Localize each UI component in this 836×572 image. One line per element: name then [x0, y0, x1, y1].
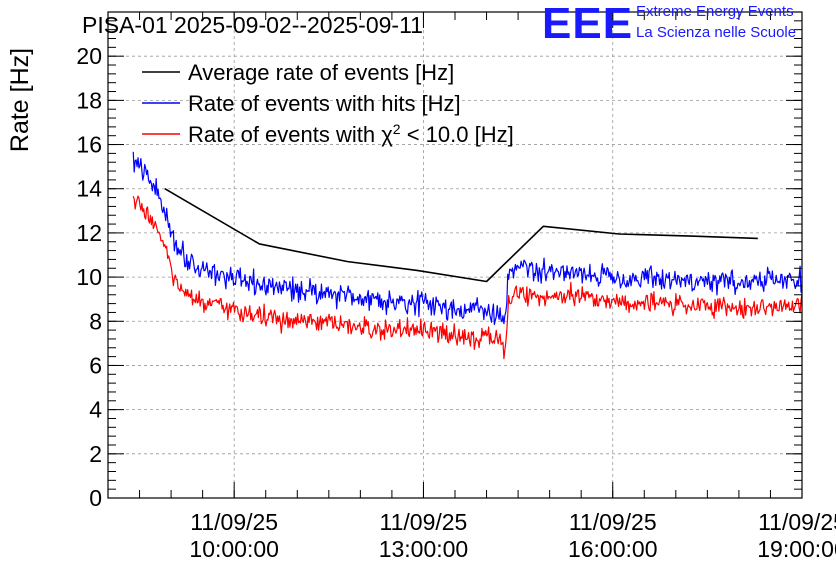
y-tick-label: 2	[89, 441, 102, 467]
legend-label: Rate of events with χ2 < 10.0 [Hz]	[188, 121, 514, 147]
series-line	[164, 188, 758, 283]
legend-label: Rate of events with hits [Hz]	[188, 91, 461, 116]
legend-label-part: 2	[393, 121, 401, 137]
data-series	[132, 151, 803, 360]
x-tick-date: 11/09/25	[569, 509, 657, 535]
y-tick-label: 16	[76, 132, 102, 158]
chart-title: PISA-01 2025-09-02--2025-09-11	[82, 12, 423, 38]
y-tick-label: 18	[76, 87, 102, 113]
legend: Average rate of events [Hz] Rate of event…	[142, 60, 514, 147]
x-tick-time: 19:00:00	[757, 536, 836, 562]
x-tick-time: 13:00:00	[379, 536, 469, 562]
x-tick-date: 11/09/25	[758, 509, 836, 535]
logo-line-1: Extreme Energy Events	[636, 3, 794, 20]
x-tick-time: 16:00:00	[568, 536, 658, 562]
eee-logo: EEE	[542, 2, 633, 46]
logo-letter: E	[542, 0, 573, 48]
y-tick-label: 10	[76, 264, 102, 290]
y-axis-label: Rate [Hz]	[6, 48, 34, 152]
x-tick-time: 10:00:00	[189, 536, 279, 562]
y-tick-label: 12	[76, 220, 102, 246]
y-tick-label: 8	[89, 308, 102, 334]
y-tick-label: 14	[76, 176, 102, 202]
logo-letter: E	[602, 0, 634, 48]
x-tick-date: 11/09/25	[380, 509, 468, 535]
legend-label: Average rate of events [Hz]	[188, 60, 454, 85]
y-tick-label: 4	[89, 397, 102, 423]
series-line	[132, 195, 803, 360]
y-tick-label: 6	[89, 352, 102, 378]
legend-label-part: Rate of events with	[188, 122, 381, 147]
logo-letter: E	[572, 0, 603, 48]
legend-label-part: < 10.0 [Hz]	[401, 122, 514, 147]
legend-label-part: χ	[381, 122, 393, 147]
y-tick-label: 0	[89, 485, 102, 511]
y-tick-label: 20	[76, 43, 102, 69]
axis-ticks: 0246810121416182011/09/2510:00:0011/09/2…	[76, 11, 836, 562]
series-line	[132, 151, 803, 326]
x-tick-date: 11/09/25	[190, 509, 278, 535]
logo-line-2: La Scienza nelle Scuole	[636, 24, 797, 41]
